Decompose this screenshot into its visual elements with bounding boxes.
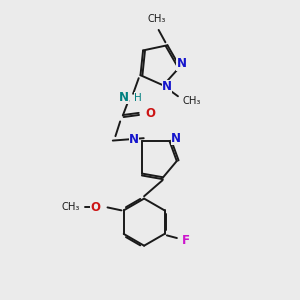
Text: O: O	[145, 107, 155, 120]
Text: F: F	[182, 234, 190, 247]
Text: H: H	[134, 93, 142, 103]
Text: CH₃: CH₃	[61, 202, 80, 212]
Text: N: N	[129, 133, 139, 146]
Text: CH₃: CH₃	[148, 14, 166, 24]
Text: N: N	[162, 80, 172, 93]
Text: CH₃: CH₃	[182, 96, 201, 106]
Text: N: N	[119, 91, 129, 104]
Text: N: N	[176, 57, 186, 70]
Text: O: O	[90, 201, 100, 214]
Text: N: N	[171, 132, 181, 145]
